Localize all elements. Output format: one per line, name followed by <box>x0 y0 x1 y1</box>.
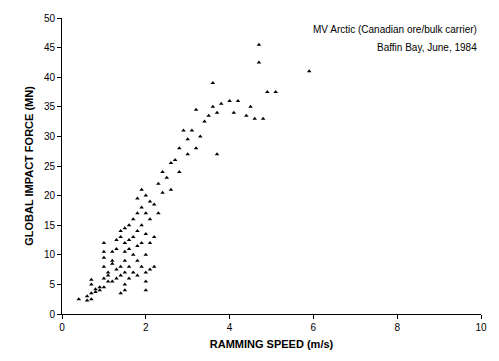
svg-text:10: 10 <box>475 322 487 333</box>
svg-text:4: 4 <box>227 322 233 333</box>
svg-text:MV Arctic (Canadian ore/bulk c: MV Arctic (Canadian ore/bulk carrier) <box>313 24 477 35</box>
svg-text:35: 35 <box>44 101 56 112</box>
svg-text:20: 20 <box>44 190 56 201</box>
svg-text:30: 30 <box>44 131 56 142</box>
svg-text:0: 0 <box>49 309 55 320</box>
svg-text:40: 40 <box>44 72 56 83</box>
svg-text:6: 6 <box>311 322 317 333</box>
svg-text:10: 10 <box>44 249 56 260</box>
svg-text:5: 5 <box>49 279 55 290</box>
svg-text:45: 45 <box>44 42 56 53</box>
svg-text:2: 2 <box>143 322 149 333</box>
svg-text:Baffin Bay, June, 1984: Baffin Bay, June, 1984 <box>377 42 477 53</box>
svg-text:0: 0 <box>59 322 65 333</box>
svg-text:8: 8 <box>394 322 400 333</box>
svg-text:15: 15 <box>44 220 56 231</box>
svg-text:GLOBAL IMPACT FORCE (MN): GLOBAL IMPACT FORCE (MN) <box>23 86 35 246</box>
svg-text:RAMMING SPEED (m/s): RAMMING SPEED (m/s) <box>210 338 334 350</box>
svg-text:25: 25 <box>44 161 56 172</box>
svg-text:50: 50 <box>44 13 56 24</box>
